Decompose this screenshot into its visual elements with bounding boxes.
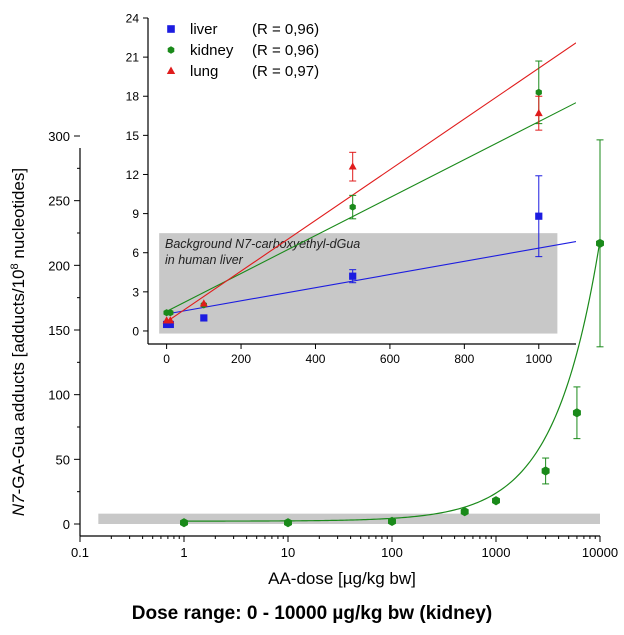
legend-item-kidney: kidney (R = 0,96)	[167, 42, 319, 59]
main-x-ticks: 0.1 1 10 100 1000 10000	[71, 536, 618, 560]
main-x-tick-label: 10000	[582, 545, 618, 560]
legend-liver-label: liver	[190, 21, 218, 38]
inset-kidney-point	[535, 88, 542, 96]
inset-liver-point	[163, 320, 171, 329]
main-y-tick-label: 300	[48, 129, 70, 144]
main-y-axis-label: N7-GA-Gua adducts [adducts/108 nucleotid…	[9, 168, 28, 516]
inset-y-tick-label: 0	[132, 324, 139, 338]
main-y-tick-label: 50	[56, 452, 70, 467]
inset-lung-point	[166, 316, 175, 324]
inset-x-tick-label: 0	[163, 352, 170, 366]
main-y-axis-label-main: -GA-Gua adducts [adducts/10	[9, 269, 28, 494]
inset-band-label-line1: Background N7-carboxyethyl-dGua	[165, 237, 360, 251]
figure-caption: Dose range: 0 - 10000 µg/kg bw (kidney)	[131, 603, 493, 624]
inset-band-rect	[159, 233, 558, 334]
inset-lung-point	[534, 108, 543, 117]
inset-plot: Background N7-carboxyethyl-dGua in human…	[126, 12, 576, 366]
inset-y-tick-label: 15	[126, 129, 140, 143]
inset-y-tick-label: 6	[132, 246, 139, 260]
inset-y-tick-label: 12	[126, 168, 140, 182]
main-data-points	[180, 139, 604, 528]
legend-kidney-marker	[167, 46, 175, 54]
inset-x-ticks: 0 200 400 600 800 1000	[163, 344, 552, 366]
main-kidney-fit-line	[184, 236, 600, 522]
inset-lung-fit-line	[166, 42, 576, 323]
inset-x-tick-label: 1000	[525, 352, 552, 366]
legend-liver-r-value: (R = 0,96)	[252, 21, 319, 38]
inset-data-points	[162, 60, 543, 329]
main-kidney-point	[596, 238, 604, 248]
legend-item-lung: lung (R = 0,97)	[166, 63, 319, 80]
inset-legend: liver (R = 0,96) kidney (R = 0,96) lung (R = …	[166, 21, 319, 80]
inset-background-band	[159, 233, 558, 334]
main-x-tick-label: 1000	[482, 545, 511, 560]
main-kidney-point	[388, 516, 396, 527]
inset-liver-point	[535, 212, 543, 220]
main-y-tick-label: 200	[48, 258, 70, 273]
inset-x-tick-label: 400	[305, 352, 325, 366]
inset-liver-point	[349, 272, 357, 280]
main-y-axis-label-italic: N7	[9, 494, 28, 516]
main-y-tick-label: 0	[63, 517, 70, 532]
inset-liver-point	[200, 314, 208, 322]
main-background-band	[98, 513, 601, 524]
main-kidney-point	[541, 466, 550, 476]
legend-liver-marker	[167, 25, 175, 33]
inset-band-label-line2: in human liver	[165, 253, 244, 267]
main-x-tick-label: 1	[180, 545, 187, 560]
main-y-axis-label-sup: 8	[9, 263, 21, 269]
inset-kidney-fit-line	[166, 102, 576, 312]
main-y-tick-label: 150	[48, 323, 70, 338]
inset-x-tick-label: 200	[231, 352, 251, 366]
inset-y-tick-label: 3	[132, 285, 139, 299]
main-y-axis-label-tail: nucleotides]	[9, 168, 28, 263]
main-y-ticks: 0 50 100 150 200 250 300	[48, 129, 80, 532]
inset-y-tick-label: 18	[126, 90, 140, 104]
legend-lung-label: lung	[190, 63, 218, 80]
main-x-tick-label: 0.1	[71, 545, 89, 560]
main-y-tick-label: 100	[48, 388, 70, 403]
main-x-tick-label: 100	[381, 545, 403, 560]
main-x-tick-label: 10	[281, 545, 295, 560]
inset-y-tick-label: 9	[132, 207, 139, 221]
inset-fit-lines	[166, 42, 576, 323]
legend-kidney-label: kidney	[190, 42, 234, 59]
legend-lung-marker	[166, 66, 176, 75]
main-y-tick-label: 250	[48, 194, 70, 209]
legend-item-liver: liver (R = 0,96)	[167, 21, 319, 38]
inset-liver-point	[166, 320, 174, 329]
inset-x-tick-label: 600	[380, 352, 400, 366]
main-kidney-point	[284, 518, 292, 528]
inset-y-ticks: 0 3 6 9 12 15 18 21 24	[126, 12, 148, 338]
inset-y-tick-label: 24	[126, 12, 140, 26]
inset-liver-fit-line	[166, 241, 576, 315]
main-fit-curve	[184, 236, 600, 522]
main-kidney-point	[492, 496, 500, 506]
legend-kidney-r-value: (R = 0,96)	[252, 42, 319, 59]
main-band-rect	[98, 513, 601, 524]
inset-lung-point	[199, 299, 208, 307]
inset-kidney-point	[349, 203, 356, 211]
inset-kidney-point	[167, 309, 174, 317]
main-x-axis-label: AA-dose [µg/kg bw]	[268, 569, 416, 588]
main-kidney-point	[572, 408, 581, 418]
inset-x-tick-label: 800	[454, 352, 474, 366]
inset-y-tick-label: 21	[126, 51, 140, 65]
main-kidney-point	[460, 507, 469, 517]
legend-lung-r-value: (R = 0,97)	[252, 63, 319, 80]
main-kidney-point	[180, 518, 188, 528]
inset-lung-point	[348, 162, 357, 170]
